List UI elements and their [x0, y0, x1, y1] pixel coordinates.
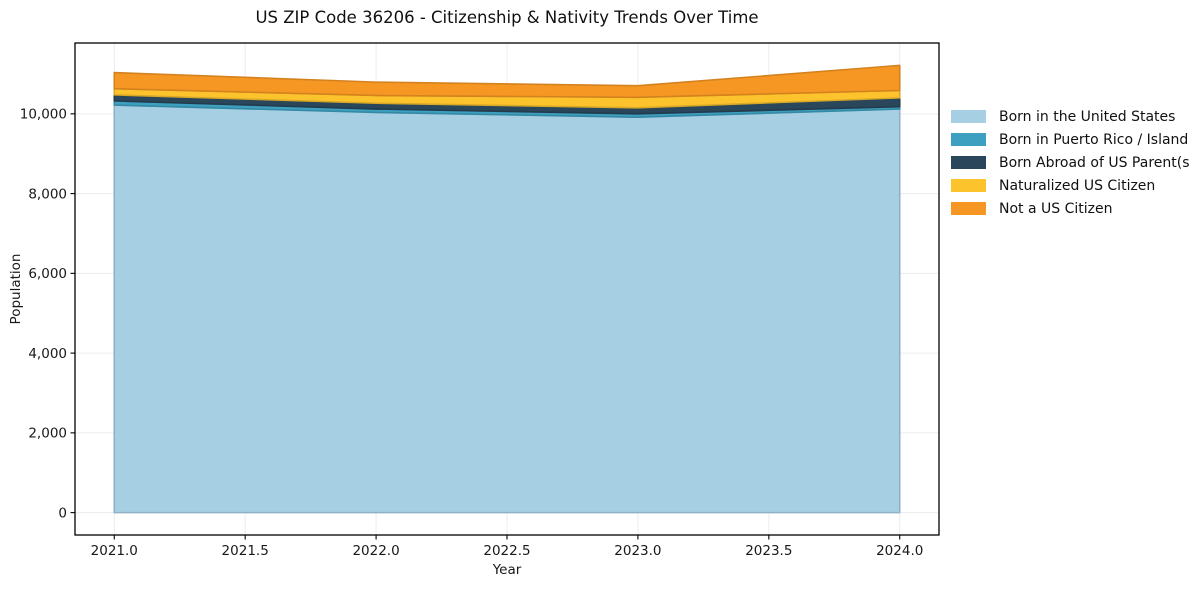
legend-label: Born in the United States	[999, 108, 1176, 125]
y-tick-label: 10,000	[20, 107, 67, 123]
legend-swatch-icon	[951, 110, 986, 123]
x-axis-label: Year	[492, 562, 522, 578]
legend-label: Born Abroad of US Parent(s)	[999, 154, 1189, 171]
area-born-in-the-united-states	[113, 104, 901, 514]
legend-item-naturalized-us-citizen: Naturalized US Citizen	[951, 177, 1189, 194]
y-tick-label: 2,000	[28, 426, 67, 442]
x-tick-label: 2021.0	[91, 543, 138, 559]
legend-swatch-icon	[951, 202, 986, 215]
y-axis-label: Population	[8, 253, 24, 325]
y-tick-label: 4,000	[28, 346, 67, 362]
legend-item-born-abroad-of-us-parent-s: Born Abroad of US Parent(s)	[951, 154, 1189, 171]
legend-item-not-a-us-citizen: Not a US Citizen	[951, 200, 1189, 217]
x-tick-label: 2023.5	[745, 543, 792, 559]
x-tick-label: 2021.5	[222, 543, 269, 559]
y-tick-label: 8,000	[28, 186, 67, 202]
legend-label: Naturalized US Citizen	[999, 177, 1156, 194]
area-not-a-us-citizen	[113, 64, 901, 99]
legend: Born in the United States Born in Puerto …	[951, 108, 1189, 217]
legend-item-born-in-the-united-states: Born in the United States	[951, 108, 1189, 125]
legend-item-born-in-puerto-rico-islands: Born in Puerto Rico / Islands	[951, 131, 1189, 148]
x-tick-label: 2024.0	[876, 543, 923, 559]
x-tick-label: 2022.5	[483, 543, 530, 559]
legend-swatch-icon	[951, 156, 986, 169]
y-tick-label: 6,000	[28, 266, 67, 282]
legend-label: Born in Puerto Rico / Islands	[999, 131, 1189, 148]
chart-title: US ZIP Code 36206 - Citizenship & Nativi…	[255, 8, 759, 27]
legend-swatch-icon	[951, 179, 986, 192]
x-tick-label: 2022.0	[352, 543, 399, 559]
legend-label: Not a US Citizen	[999, 200, 1113, 217]
legend-swatch-icon	[951, 133, 986, 146]
x-tick-label: 2023.0	[614, 543, 661, 559]
y-tick-label: 0	[58, 505, 67, 521]
